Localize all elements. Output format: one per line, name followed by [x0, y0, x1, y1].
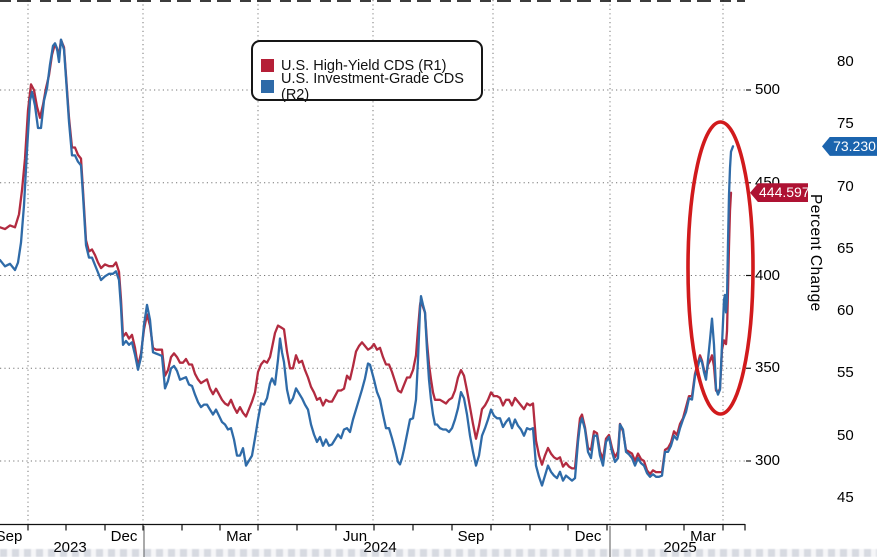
x-axis-year-label: 2024: [363, 539, 397, 556]
legend-item-investment-grade[interactable]: U.S. Investment-Grade CDS (R2): [261, 71, 481, 103]
r2-axis-tick-label: 65: [837, 239, 854, 257]
r2-axis-tick-label: 55: [837, 364, 854, 382]
x-axis-month-label: Dec: [110, 528, 138, 545]
r2-axis-tick-label: 60: [837, 302, 854, 320]
last-value-tag-investment-grade: 73.230: [822, 136, 877, 156]
r1-axis-tick-label: 350: [755, 359, 781, 377]
investment-grade-swatch-icon: [261, 80, 274, 93]
legend-label-investment-grade: U.S. Investment-Grade CDS (R2): [281, 70, 464, 103]
legend-label-high-yield: U.S. High-Yield CDS (R1): [281, 57, 447, 74]
r2-axis-tick-label: 80: [837, 53, 854, 70]
last-value-tag-high-yield: 444.597: [750, 183, 808, 203]
r1-axis-tick-label: 500: [755, 81, 781, 98]
x-axis-year-label: 2025: [663, 539, 697, 556]
x-axis-month-label: Mar: [690, 528, 716, 545]
r1-axis-tick-label: 400: [755, 266, 781, 284]
high-yield-swatch-icon: [261, 59, 274, 72]
x-axis-month-label: Sep: [0, 528, 23, 545]
chart-legend: U.S. High-Yield CDS (R1) U.S. Investment…: [251, 40, 483, 103]
highlight-ellipse-annotation: [686, 120, 755, 416]
high-yield-cds-line: [0, 38, 733, 476]
investment-grade-cds-line: [0, 38, 735, 487]
legend-item-high-yield[interactable]: U.S. High-Yield CDS (R1): [261, 55, 481, 76]
r2-axis-tick-label: 70: [837, 177, 854, 195]
x-axis-month-label: Sep: [457, 528, 485, 545]
x-axis-month-label: Jun: [342, 528, 368, 545]
r2-axis-tick-label: 45: [837, 489, 854, 506]
r2-axis-tick-label: 50: [837, 426, 854, 444]
right-axis-title: Percent Change: [807, 194, 824, 312]
r2-axis-tick-label: 75: [837, 115, 854, 133]
cropped-footer-strip: [0, 549, 877, 557]
r1-axis-tick-label: 300: [755, 452, 781, 469]
x-axis-month-label: Mar: [226, 528, 252, 545]
x-axis-month-label: Dec: [574, 528, 602, 545]
x-axis-year-label: 2023: [53, 539, 87, 556]
cropped-title-strip: [0, 0, 745, 2]
